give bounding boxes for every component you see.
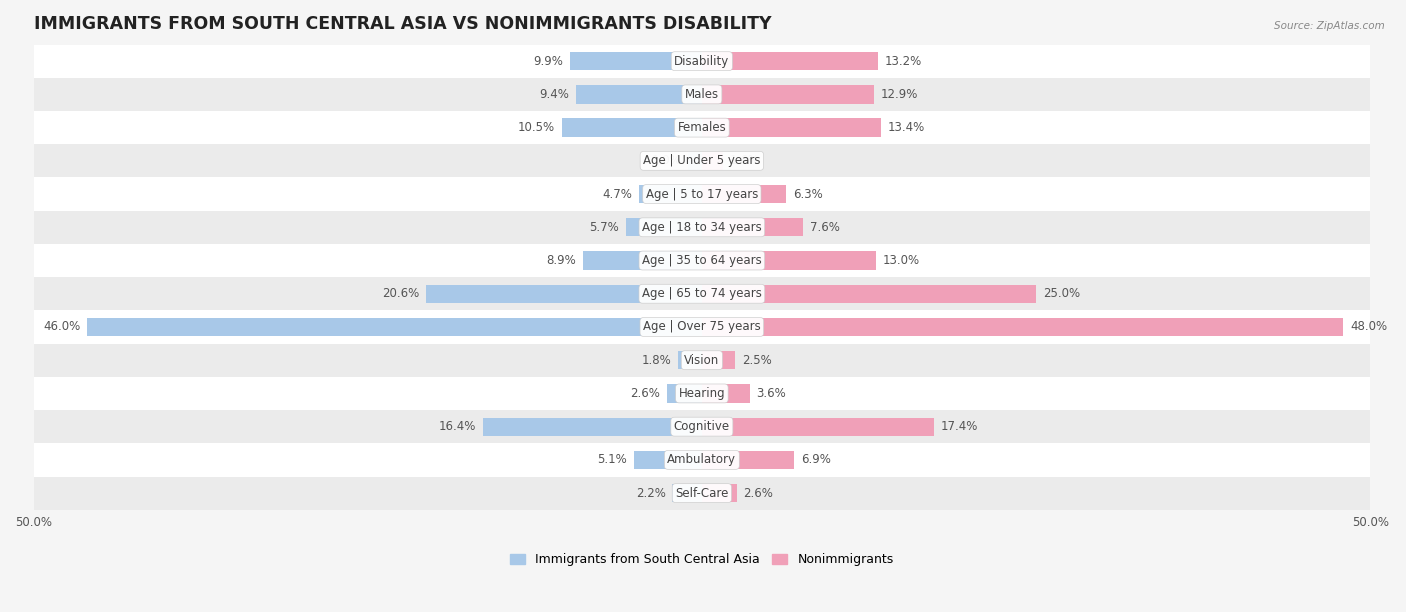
Bar: [666, 384, 702, 403]
Text: 6.9%: 6.9%: [801, 453, 831, 466]
Bar: [34, 111, 1371, 144]
Text: 6.3%: 6.3%: [793, 187, 823, 201]
Text: 9.4%: 9.4%: [540, 88, 569, 101]
Bar: [34, 377, 1371, 410]
Bar: [702, 152, 723, 170]
Text: Age | 35 to 64 years: Age | 35 to 64 years: [643, 254, 762, 267]
Bar: [689, 152, 702, 170]
Bar: [34, 410, 1371, 443]
Text: Vision: Vision: [685, 354, 720, 367]
Text: Age | 18 to 34 years: Age | 18 to 34 years: [643, 221, 762, 234]
Bar: [583, 252, 702, 270]
Text: Hearing: Hearing: [679, 387, 725, 400]
Bar: [34, 277, 1371, 310]
Text: 12.9%: 12.9%: [882, 88, 918, 101]
Bar: [626, 218, 702, 236]
Text: 1.0%: 1.0%: [652, 154, 682, 167]
Text: 5.7%: 5.7%: [589, 221, 619, 234]
Bar: [702, 218, 803, 236]
Text: 13.0%: 13.0%: [883, 254, 920, 267]
Text: 46.0%: 46.0%: [44, 321, 80, 334]
Bar: [702, 318, 1344, 336]
Text: Self-Care: Self-Care: [675, 487, 728, 499]
Text: Disability: Disability: [675, 54, 730, 68]
Text: Age | 5 to 17 years: Age | 5 to 17 years: [645, 187, 758, 201]
Bar: [34, 177, 1371, 211]
Bar: [87, 318, 702, 336]
Text: 4.7%: 4.7%: [603, 187, 633, 201]
Bar: [426, 285, 702, 303]
Bar: [576, 85, 702, 103]
Text: 48.0%: 48.0%: [1350, 321, 1388, 334]
Text: 2.6%: 2.6%: [630, 387, 661, 400]
Text: Males: Males: [685, 88, 718, 101]
Bar: [34, 343, 1371, 377]
Bar: [34, 45, 1371, 78]
Text: 2.5%: 2.5%: [742, 354, 772, 367]
Text: Age | 65 to 74 years: Age | 65 to 74 years: [643, 287, 762, 300]
Bar: [678, 351, 702, 370]
Bar: [702, 85, 875, 103]
Text: Age | Under 5 years: Age | Under 5 years: [643, 154, 761, 167]
Text: Source: ZipAtlas.com: Source: ZipAtlas.com: [1274, 21, 1385, 31]
Text: 2.2%: 2.2%: [636, 487, 666, 499]
Text: 8.9%: 8.9%: [547, 254, 576, 267]
Legend: Immigrants from South Central Asia, Nonimmigrants: Immigrants from South Central Asia, Noni…: [510, 553, 894, 566]
Text: 25.0%: 25.0%: [1043, 287, 1080, 300]
Bar: [702, 119, 882, 136]
Text: Females: Females: [678, 121, 727, 134]
Bar: [702, 285, 1036, 303]
Text: Age | Over 75 years: Age | Over 75 years: [643, 321, 761, 334]
Text: 20.6%: 20.6%: [382, 287, 420, 300]
Bar: [672, 484, 702, 502]
Bar: [702, 252, 876, 270]
Bar: [34, 443, 1371, 477]
Bar: [34, 244, 1371, 277]
Text: 16.4%: 16.4%: [439, 420, 477, 433]
Bar: [702, 52, 879, 70]
Bar: [34, 78, 1371, 111]
Text: 1.6%: 1.6%: [730, 154, 759, 167]
Text: 13.4%: 13.4%: [887, 121, 925, 134]
Bar: [702, 484, 737, 502]
Text: 13.2%: 13.2%: [884, 54, 922, 68]
Text: Ambulatory: Ambulatory: [668, 453, 737, 466]
Bar: [569, 52, 702, 70]
Bar: [702, 384, 749, 403]
Text: 2.6%: 2.6%: [744, 487, 773, 499]
Bar: [702, 185, 786, 203]
Bar: [634, 451, 702, 469]
Text: 7.6%: 7.6%: [810, 221, 839, 234]
Bar: [702, 417, 935, 436]
Text: 17.4%: 17.4%: [941, 420, 979, 433]
Text: Cognitive: Cognitive: [673, 420, 730, 433]
Bar: [34, 310, 1371, 343]
Text: IMMIGRANTS FROM SOUTH CENTRAL ASIA VS NONIMMIGRANTS DISABILITY: IMMIGRANTS FROM SOUTH CENTRAL ASIA VS NO…: [34, 15, 770, 33]
Bar: [482, 417, 702, 436]
Text: 10.5%: 10.5%: [517, 121, 555, 134]
Text: 5.1%: 5.1%: [598, 453, 627, 466]
Text: 9.9%: 9.9%: [533, 54, 562, 68]
Bar: [34, 477, 1371, 510]
Bar: [34, 144, 1371, 177]
Text: 1.8%: 1.8%: [641, 354, 671, 367]
Bar: [561, 119, 702, 136]
Bar: [702, 451, 794, 469]
Bar: [702, 351, 735, 370]
Bar: [640, 185, 702, 203]
Bar: [34, 211, 1371, 244]
Text: 3.6%: 3.6%: [756, 387, 786, 400]
